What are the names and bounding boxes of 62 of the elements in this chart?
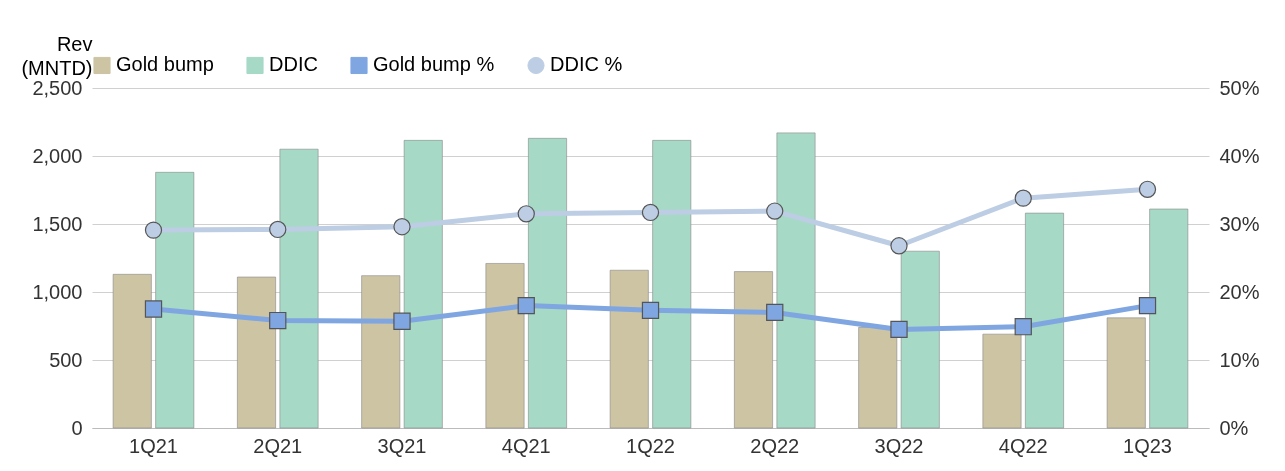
y2-tick-label: 50%	[1219, 76, 1260, 99]
x-tick-label: 1Q23	[1123, 434, 1172, 457]
point	[144, 300, 163, 318]
x-tick-label: 3Q22	[874, 434, 924, 457]
point	[890, 320, 908, 339]
bar	[858, 327, 898, 429]
point	[1138, 180, 1157, 198]
y-tick-label: 1,000	[32, 280, 83, 303]
legend-label: Gold bump %	[373, 53, 495, 76]
point	[641, 301, 660, 320]
x-tick-label: 4Q21	[501, 434, 551, 457]
legend-label: DDIC %	[550, 53, 623, 76]
point	[393, 218, 411, 236]
x-tick-label: 3Q21	[377, 434, 427, 457]
point	[144, 221, 163, 239]
x-tick-label: 2Q21	[253, 434, 303, 457]
y2-tick-label: 40%	[1219, 144, 1260, 167]
bar	[361, 275, 401, 429]
bar	[485, 263, 525, 429]
x-tick-label: 2Q22	[750, 434, 800, 457]
point	[1014, 189, 1032, 207]
bar	[279, 148, 319, 429]
point	[269, 311, 287, 330]
point	[517, 205, 535, 223]
bar	[403, 140, 443, 429]
point	[1014, 318, 1032, 336]
bar	[609, 269, 649, 429]
point	[517, 296, 535, 315]
bar	[652, 140, 692, 429]
y-tick-label: 0	[71, 416, 83, 439]
y-axis-title: Rev (MNTD)	[21, 32, 93, 79]
point	[393, 312, 411, 330]
legend-label: DDIC	[269, 53, 318, 76]
legend-label: Gold bump	[116, 53, 214, 76]
y2-tick-label: 30%	[1219, 212, 1260, 235]
bar	[155, 172, 195, 429]
bar	[776, 132, 816, 429]
y2-tick-label: 0%	[1219, 416, 1249, 439]
point	[1138, 296, 1157, 315]
x-tick-label: 1Q21	[129, 434, 178, 457]
point	[766, 303, 784, 322]
point	[766, 202, 784, 220]
bar	[112, 274, 152, 429]
y-tick-label: 1,500	[32, 212, 83, 235]
y-tick-label: 500	[49, 348, 83, 371]
x-tick-label: 4Q22	[998, 434, 1048, 457]
bar	[900, 250, 940, 429]
y2-tick-label: 10%	[1219, 348, 1260, 371]
bar	[1025, 212, 1064, 429]
y-tick-label: 2,000	[32, 144, 83, 167]
bar	[734, 271, 773, 429]
x-tick-label: 1Q22	[626, 434, 675, 457]
bar	[1106, 317, 1146, 429]
y2-tick-label: 20%	[1219, 280, 1260, 303]
point	[641, 203, 660, 222]
bar	[982, 333, 1022, 429]
point	[269, 220, 287, 239]
bar	[237, 276, 276, 429]
y-tick-label: 2,500	[32, 76, 83, 99]
bar	[528, 138, 567, 429]
point	[890, 237, 908, 255]
bar	[1149, 208, 1189, 429]
